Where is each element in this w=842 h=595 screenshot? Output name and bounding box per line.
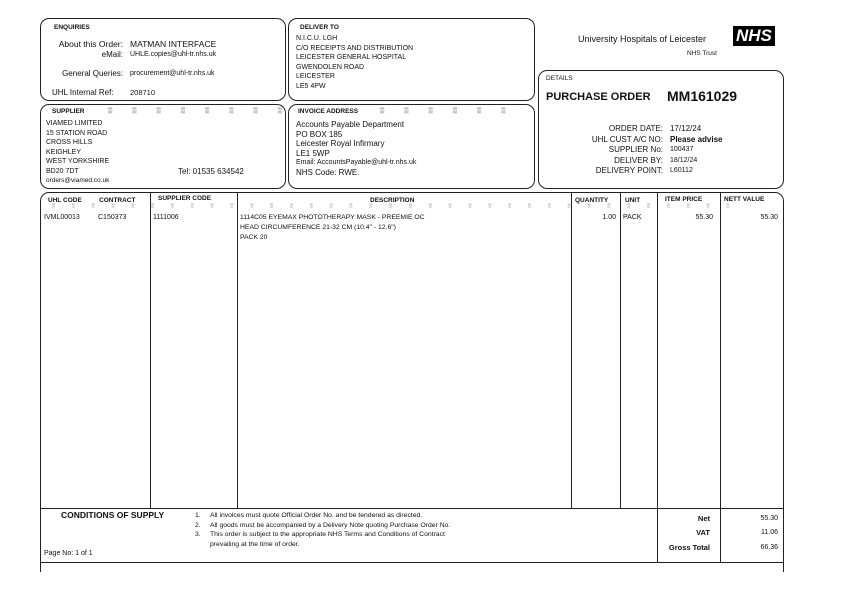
condition-text: All goods must be accompanied by a Deliv… <box>210 521 451 529</box>
invoice-line: LE1 5WP <box>296 148 330 158</box>
cell-uhl-code: IVML00013 <box>44 214 80 221</box>
deliver-to-box <box>288 18 535 101</box>
invoice-line: Accounts Payable Department <box>296 120 405 129</box>
po-title: PURCHASE ORDER <box>546 91 651 103</box>
cell-description: 1114C05 EYEMAX PHOTOTHERAPY MASK - PREEM… <box>240 214 425 221</box>
details-heading: DETAILS <box>546 75 573 82</box>
supplier-line: VIAMED LIMITED <box>46 120 103 127</box>
conditions-heading: CONDITIONS OF SUPPLY <box>61 510 165 520</box>
cell-description: HEAD CIRCUMFERENCE 21-32 CM (10.4" - 12.… <box>240 224 396 231</box>
invoice-heading: INVOICE ADDRESS <box>298 108 359 115</box>
cell-quantity: 1.00 <box>602 214 616 221</box>
enquiries-box <box>40 18 286 101</box>
about-value: MATMAN INTERFACE <box>130 39 217 49</box>
col-contract: CONTRACT <box>99 197 136 204</box>
deliver-line: C/O RECEIPTS AND DISTRIBUTION <box>296 44 414 52</box>
decorative-dots: ▒▒▒▒▒▒ <box>380 108 526 114</box>
general-label: General Queries: <box>62 69 123 78</box>
condition-number: 2. <box>195 521 201 529</box>
line-items-table <box>40 192 784 572</box>
invoice-line: PO BOX 185 <box>296 129 343 139</box>
col-uhl-code: UHL CODE <box>48 197 82 204</box>
supplier-tel: Tel: 01535 634542 <box>178 167 244 176</box>
decorative-dots: ▒▒▒▒▒▒▒▒▒▒▒▒▒▒▒▒▒▒▒▒▒▒▒▒▒▒▒▒▒▒▒▒▒▒▒ <box>52 203 747 208</box>
cell-item-price: 55.30 <box>695 214 713 221</box>
supplier-no-value: 100437 <box>670 146 694 153</box>
trust-label: NHS Trust <box>687 50 717 57</box>
supplier-box <box>40 104 286 189</box>
deliver-line: N.I.C.U. LGH <box>296 35 338 42</box>
order-date-value: 17/12/24 <box>670 124 702 133</box>
net-value: 55.30 <box>760 515 778 522</box>
decorative-dots: ▒▒▒▒▒▒▒▒ <box>108 108 303 114</box>
invoice-line: NHS Code: RWE. <box>296 167 360 177</box>
deliver-line: LE5 4PW <box>296 82 326 90</box>
gross-label: Gross Total <box>668 543 710 552</box>
deliver-to-address: N.I.C.U. LGH C/O RECEIPTS AND DISTRIBUTI… <box>296 34 413 91</box>
deliver-by-value: 18/12/24 <box>670 156 698 164</box>
gross-value: 66.36 <box>760 544 778 551</box>
supplier-address: VIAMED LIMITED 15 STATION ROAD CROSS HIL… <box>46 119 109 186</box>
invoice-line: Email: AccountsPayable@uhl-tr.nhs.uk <box>296 159 417 166</box>
ref-label: UHL Internal Ref: <box>52 88 114 97</box>
cell-supplier-code: 1111006 <box>153 214 179 221</box>
supplier-no-label: SUPPLIER No: <box>608 145 663 154</box>
vat-label: VAT <box>696 528 710 537</box>
cell-description: PACK 20 <box>240 234 268 241</box>
cust-ac-value: Please advise <box>670 134 723 144</box>
col-quantity: QUANTITY <box>575 197 609 204</box>
supplier-line: BD20 7DT <box>46 167 79 175</box>
deliver-line: LEICESTER <box>296 73 335 80</box>
deliver-line: GWENDOLEN ROAD <box>296 63 365 71</box>
details-box <box>538 70 784 189</box>
ref-value: 208710 <box>130 88 156 97</box>
cust-ac-label: UHL CUST A/C NO: <box>591 134 663 144</box>
condition-text: prevailing at the time of order. <box>210 540 300 548</box>
col-item-price: ITEM PRICE <box>665 196 703 203</box>
supplier-email: orders@viamed.co.uk <box>46 177 110 184</box>
about-label: About this Order: <box>58 39 123 49</box>
delivery-point-value: L60112 <box>670 167 693 174</box>
delivery-point-label: DELIVERY POINT: <box>595 166 663 175</box>
condition-text: All invoices must quote Official Order N… <box>210 512 423 519</box>
enquiries-heading: ENQUIRIES <box>54 24 90 31</box>
condition-text: This order is subject to the appropriate… <box>210 531 445 538</box>
col-nett-value: NETT VALUE <box>724 196 765 203</box>
cell-contract: C150373 <box>98 214 127 221</box>
supplier-line: 15 STATION ROAD <box>46 129 108 137</box>
deliver-by-label: DELIVER BY: <box>614 155 663 165</box>
email-label: eMail: <box>101 50 123 59</box>
general-value: procurement@uhl-tr.nhs.uk <box>130 70 215 77</box>
col-supplier-code: SUPPLIER CODE <box>158 195 212 202</box>
order-date-label: ORDER DATE: <box>608 124 663 133</box>
supplier-line: KEIGHLEY <box>46 148 82 156</box>
cell-unit: PACK <box>623 214 642 221</box>
email-value: UHLE.copies@uhl-tr.nhs.uk <box>130 51 217 58</box>
invoice-box <box>288 104 535 189</box>
supplier-line: WEST YORKSHIRE <box>46 158 110 165</box>
condition-number: 3. <box>195 531 201 538</box>
col-unit: UNIT <box>625 197 641 204</box>
supplier-heading: SUPPLIER <box>52 108 85 115</box>
condition-number: 1. <box>195 512 201 519</box>
vat-value: 11.06 <box>761 529 778 536</box>
col-description: DESCRIPTION <box>370 197 415 204</box>
cell-nett-value: 55.30 <box>760 214 778 221</box>
supplier-line: CROSS HILLS <box>46 139 93 146</box>
invoice-address: Accounts Payable Department PO BOX 185 L… <box>296 120 416 177</box>
invoice-line: Leicester Royal Infirmary <box>296 139 385 148</box>
po-number: MM161029 <box>667 88 738 104</box>
org-name: University Hospitals of Leicester <box>578 34 707 44</box>
net-label: Net <box>697 514 710 523</box>
page-number: Page No: 1 of 1 <box>44 550 93 557</box>
nhs-logo: NHS <box>733 26 775 46</box>
deliver-to-heading: DELIVER TO <box>300 24 339 31</box>
deliver-line: LEICESTER GENERAL HOSPITAL <box>296 54 407 61</box>
